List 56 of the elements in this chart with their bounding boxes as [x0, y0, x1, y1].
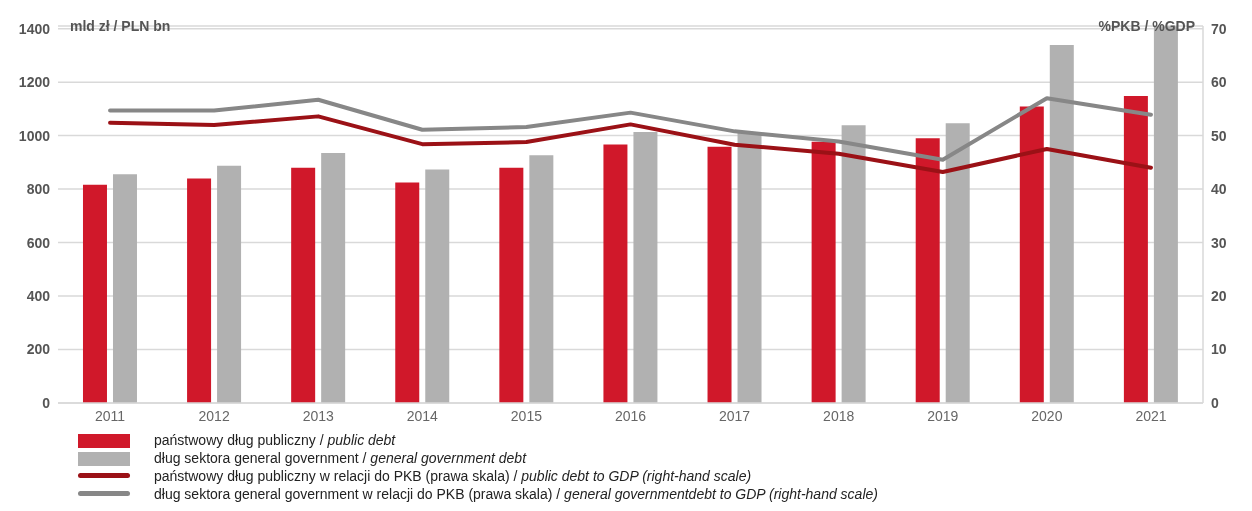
bar — [737, 132, 762, 403]
legend-label: dług sektora general government / general government debt — [154, 450, 527, 466]
y-tick-label: 800 — [26, 181, 51, 198]
y2-tick-label: 40 — [1211, 181, 1227, 198]
y-tick-label: 200 — [26, 341, 51, 358]
bar — [187, 178, 212, 403]
x-tick-label: 2012 — [198, 407, 230, 424]
y-tick-label: 600 — [26, 234, 51, 251]
x-tick-label: 2015 — [510, 407, 543, 424]
bar — [841, 125, 866, 403]
y-tick-label: 400 — [26, 288, 51, 305]
bar — [291, 167, 316, 403]
y-tick-label: 0 — [42, 394, 51, 411]
y2-tick-label: 50 — [1211, 127, 1227, 144]
y2-tick-label: 10 — [1211, 341, 1227, 358]
y-tick-label: 1400 — [18, 20, 51, 37]
x-tick-label: 2016 — [614, 407, 647, 424]
x-tick-label: 2017 — [719, 407, 751, 424]
bar — [1049, 44, 1074, 403]
x-tick-label: 2019 — [927, 407, 959, 424]
x-tick-label: 2018 — [823, 407, 855, 424]
x-tick-label: 2014 — [406, 407, 439, 424]
line-series — [108, 96, 1153, 162]
legend-label: państwowy dług publiczny w relacji do PKB (prawa skala) / public debt to GDP (right-hand scale) — [154, 468, 752, 484]
legend-label: państwowy dług publiczny / public debt — [154, 432, 396, 448]
bar — [633, 131, 658, 403]
y2-tick-label: 70 — [1211, 20, 1227, 37]
bar — [395, 182, 420, 403]
bar — [321, 153, 346, 403]
bar — [499, 167, 524, 403]
y2-tick-label: 60 — [1211, 74, 1227, 91]
bar — [603, 144, 628, 403]
x-tick-label: 2020 — [1031, 407, 1063, 424]
bar — [915, 138, 940, 403]
bar — [1123, 96, 1148, 403]
bar — [82, 184, 107, 403]
y2-tick-label: 30 — [1211, 234, 1227, 251]
y-tick-label: 1000 — [18, 127, 51, 144]
x-tick-label: 2013 — [302, 407, 335, 424]
legend-label: dług sektora general government w relacji do PKB (prawa skala) / general governmentdebt to GDP (right-hand scale) — [154, 486, 878, 502]
x-tick-label: 2021 — [1135, 407, 1167, 424]
bar — [945, 123, 970, 403]
y2-tick-label: 0 — [1211, 394, 1219, 411]
bar — [1019, 106, 1044, 403]
y2-axis-title: %PKB / %GDP — [1098, 18, 1195, 34]
bar — [217, 165, 242, 403]
line-series — [108, 114, 1153, 174]
y-axis-title: mld zł / PLN bn — [70, 18, 171, 34]
bar — [425, 169, 450, 403]
x-tick-label: 2011 — [94, 407, 126, 424]
bar — [112, 174, 137, 403]
bar — [529, 155, 554, 403]
y-tick-label: 1200 — [18, 74, 51, 91]
y2-tick-label: 20 — [1211, 288, 1227, 305]
bar — [707, 146, 732, 403]
bar — [811, 141, 836, 403]
